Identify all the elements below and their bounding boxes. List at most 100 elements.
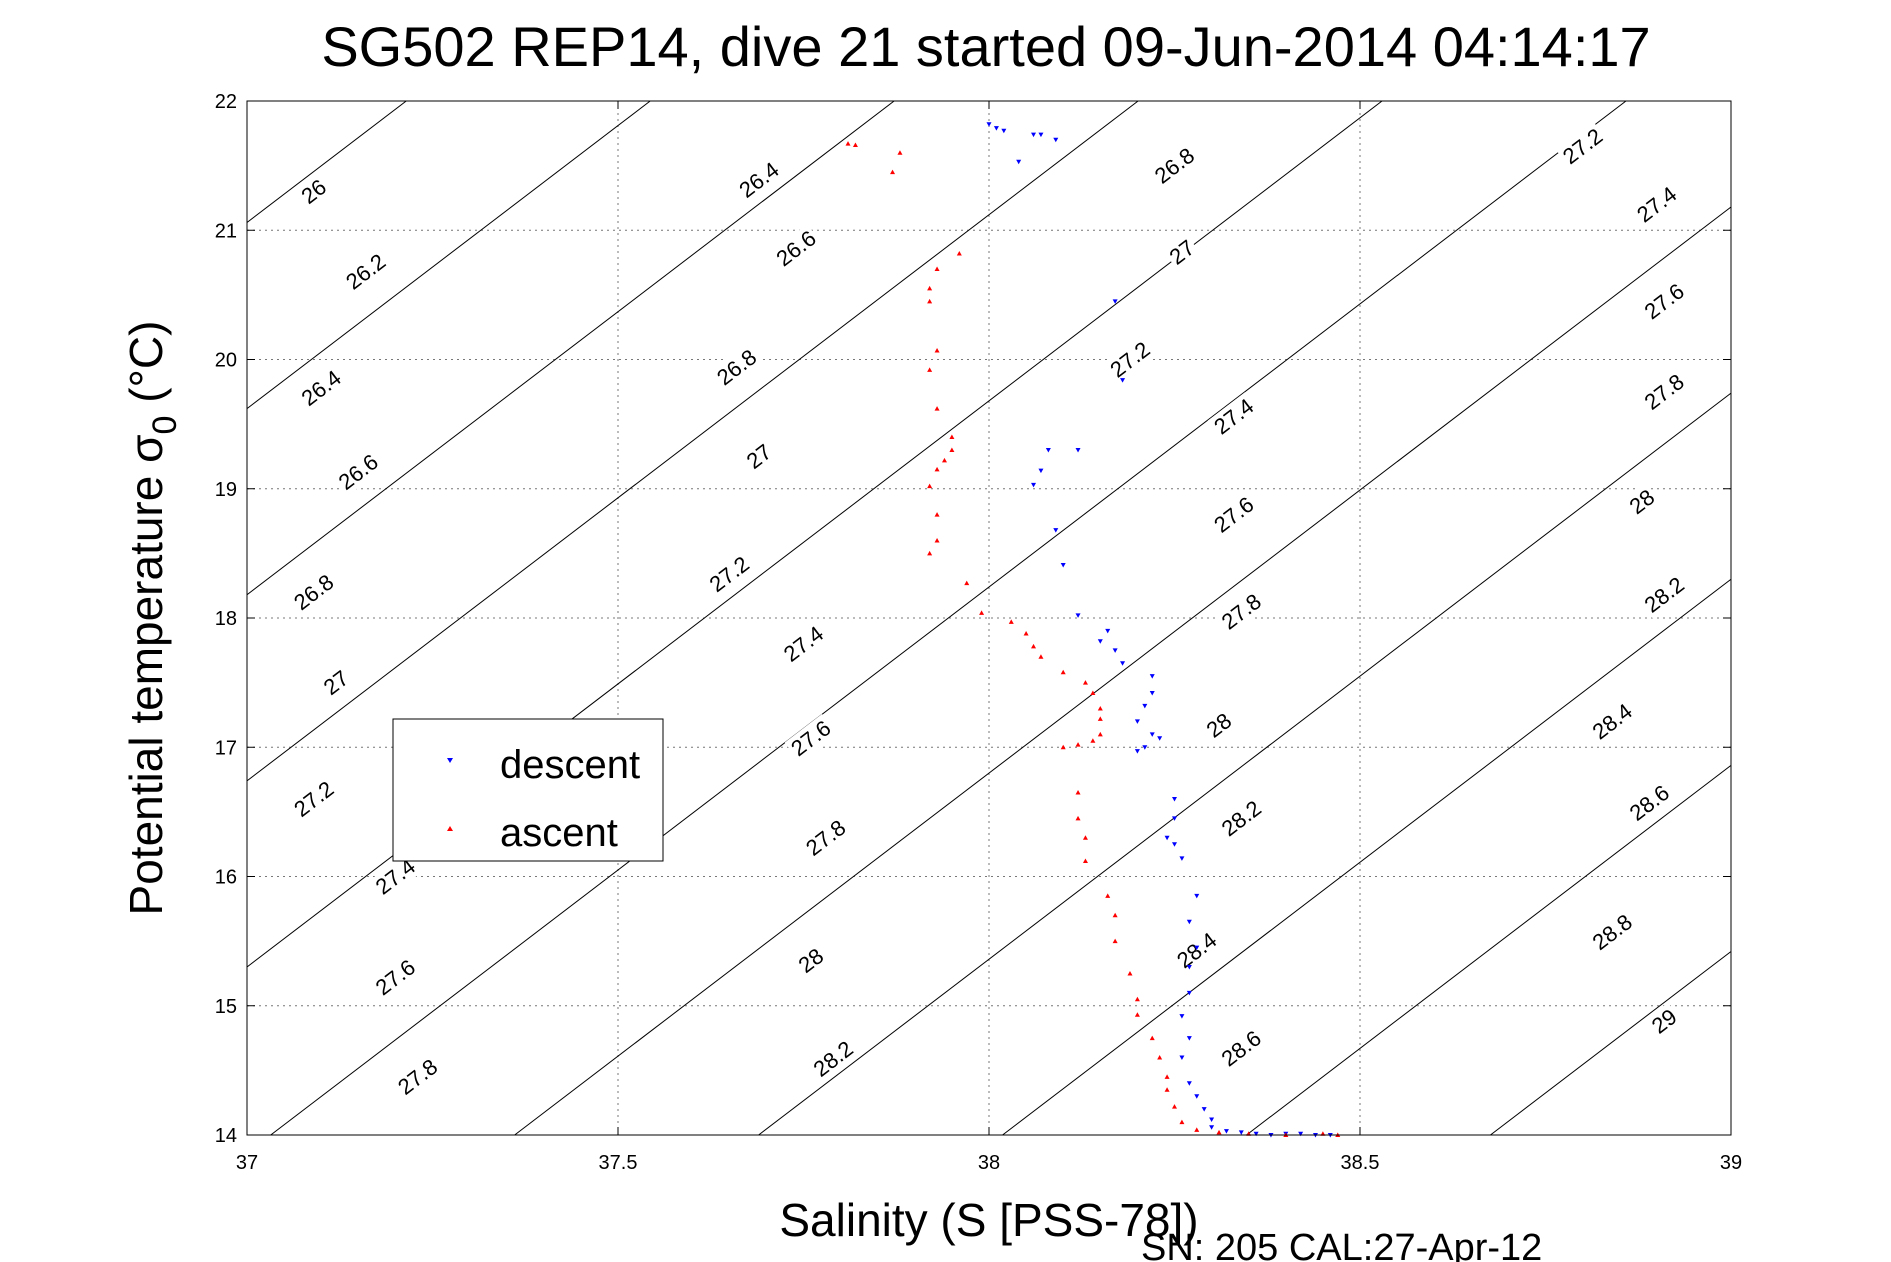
y-tick-label: 19 bbox=[215, 479, 237, 501]
point-descent bbox=[1038, 132, 1044, 138]
point-descent bbox=[1157, 736, 1163, 741]
point-descent bbox=[1298, 1131, 1304, 1137]
point-ascent bbox=[1097, 716, 1103, 721]
point-ascent bbox=[964, 580, 970, 586]
point-ascent bbox=[1023, 631, 1029, 636]
point-ascent bbox=[890, 169, 896, 175]
point-ascent bbox=[927, 367, 933, 372]
isopycnal-label-background bbox=[1207, 392, 1261, 441]
point-descent bbox=[1186, 1081, 1192, 1086]
y-axis-label-unit: (°C) bbox=[120, 321, 172, 416]
chart-title: SG502 REP14, dive 21 started 09-Jun-2014… bbox=[321, 15, 1650, 78]
point-ascent bbox=[852, 142, 858, 147]
point-ascent bbox=[949, 447, 955, 452]
point-descent bbox=[1172, 842, 1177, 847]
isopycnal-label-background bbox=[799, 813, 852, 862]
point-descent bbox=[1075, 613, 1081, 618]
y-tick-label: 18 bbox=[215, 608, 237, 630]
point-descent bbox=[1112, 299, 1118, 304]
point-descent bbox=[1223, 1129, 1229, 1134]
isopycnal-label-background bbox=[1170, 926, 1223, 975]
point-ascent bbox=[1008, 619, 1014, 624]
isopycnal-label-background bbox=[1630, 180, 1683, 229]
point-ascent bbox=[934, 406, 940, 411]
point-descent bbox=[1112, 648, 1118, 653]
y-tick-label: 21 bbox=[215, 220, 237, 242]
isopycnal-label-background bbox=[710, 343, 763, 392]
point-descent bbox=[1031, 482, 1037, 488]
point-descent bbox=[1179, 1014, 1185, 1019]
point-descent bbox=[1186, 919, 1192, 925]
serial-calibration-note: SN: 205 CAL:27-Apr-12 bbox=[1141, 1227, 1542, 1262]
x-tick-label: 39 bbox=[1720, 1152, 1742, 1174]
x-tick-label: 37 bbox=[236, 1152, 258, 1174]
point-descent bbox=[1149, 674, 1155, 679]
data-points bbox=[845, 122, 1341, 1138]
point-descent bbox=[1105, 628, 1111, 634]
x-tick-labels: 37 37.5 38 38.5 39 bbox=[236, 1152, 1742, 1174]
point-ascent bbox=[941, 457, 947, 463]
point-descent bbox=[1172, 816, 1177, 821]
point-ascent bbox=[845, 141, 851, 146]
isopycnal-label-background bbox=[1163, 233, 1201, 271]
point-descent bbox=[1186, 1036, 1192, 1041]
point-ascent bbox=[1164, 1087, 1170, 1092]
point-ascent bbox=[1134, 1012, 1140, 1017]
point-descent bbox=[1075, 447, 1081, 453]
isopycnal-label-background bbox=[369, 953, 422, 1002]
point-ascent bbox=[1038, 654, 1044, 659]
point-descent bbox=[1149, 690, 1155, 696]
point-descent bbox=[1238, 1130, 1244, 1135]
isopycnal-label-background bbox=[332, 447, 385, 497]
point-ascent bbox=[1157, 1054, 1163, 1060]
isopycnal-line bbox=[246, 100, 407, 223]
isopycnal-label-background bbox=[784, 714, 838, 763]
point-ascent bbox=[1134, 996, 1140, 1002]
isopycnal-label-background bbox=[287, 774, 341, 824]
legend: descent ascent bbox=[392, 718, 664, 862]
point-ascent bbox=[1097, 705, 1103, 711]
isopycnal-label-background bbox=[1638, 277, 1691, 326]
point-descent bbox=[1120, 378, 1126, 383]
isopycnal-line bbox=[1002, 578, 1732, 1136]
isopycnal-label-background bbox=[1586, 697, 1639, 746]
y-tick-label: 20 bbox=[215, 350, 237, 372]
point-descent bbox=[1031, 132, 1037, 138]
point-ascent bbox=[1075, 742, 1081, 747]
y-axis-label-group: Potential temperature σ0 (°C) bbox=[120, 321, 184, 916]
point-ascent bbox=[1090, 690, 1096, 695]
isopycnal-label-background bbox=[317, 664, 355, 702]
y-tick-label: 22 bbox=[215, 91, 237, 113]
point-descent bbox=[1179, 1055, 1185, 1060]
isopycnal-label-background bbox=[294, 172, 333, 211]
point-ascent bbox=[1127, 970, 1133, 976]
point-descent bbox=[1142, 703, 1148, 709]
isopycnal-line bbox=[270, 100, 1627, 1136]
point-ascent bbox=[1216, 1129, 1222, 1135]
density-contour-labels: 2626.226.426.626.82727.227.427.627.826.4… bbox=[287, 122, 1691, 1101]
point-ascent bbox=[927, 483, 933, 489]
point-ascent bbox=[1082, 835, 1088, 840]
point-ascent bbox=[1075, 789, 1081, 795]
isopycnal-line bbox=[246, 100, 651, 410]
point-descent bbox=[1060, 563, 1066, 568]
point-ascent bbox=[1179, 1119, 1185, 1125]
point-descent bbox=[1053, 528, 1059, 533]
point-ascent bbox=[1075, 815, 1081, 821]
isopycnal-line bbox=[758, 392, 1732, 1136]
point-ascent bbox=[934, 537, 940, 543]
isopycnal-label-background bbox=[1623, 483, 1661, 521]
legend-label-descent: descent bbox=[500, 743, 640, 787]
isopycnal-label-background bbox=[1645, 1002, 1684, 1040]
isopycnal-label-background bbox=[339, 247, 392, 296]
point-descent bbox=[1194, 945, 1200, 951]
point-ascent bbox=[1082, 680, 1088, 685]
point-descent bbox=[1179, 856, 1185, 861]
y-axis-label-main: Potential temperature σ bbox=[120, 434, 172, 915]
point-descent bbox=[1097, 639, 1103, 644]
point-ascent bbox=[1149, 1035, 1155, 1041]
point-descent bbox=[1253, 1131, 1259, 1137]
point-descent bbox=[986, 122, 992, 127]
isopycnal-label-background bbox=[1148, 141, 1201, 190]
y-axis-label: Potential temperature σ0 (°C) bbox=[120, 321, 184, 916]
